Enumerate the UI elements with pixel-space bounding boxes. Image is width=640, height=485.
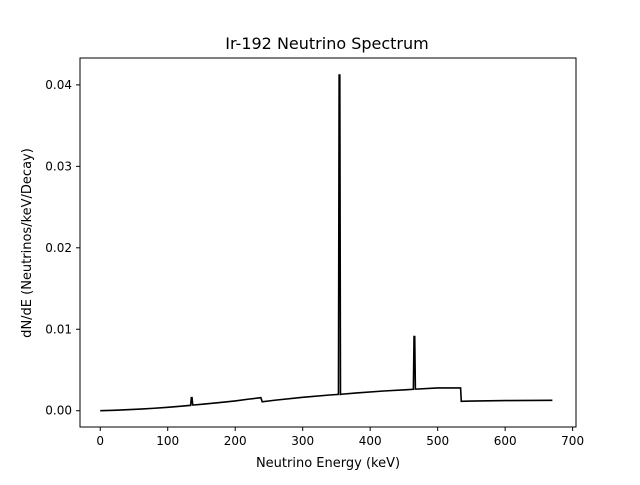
y-tick-label: 0.04 <box>45 78 72 92</box>
x-tick-label: 100 <box>156 434 179 448</box>
y-axis-ticks: 0.00 0.01 0.02 0.03 0.04 <box>45 78 80 418</box>
y-tick-label: 0.02 <box>45 241 72 255</box>
x-tick-label: 500 <box>426 434 449 448</box>
x-tick-label: 700 <box>561 434 584 448</box>
y-tick-label: 0.00 <box>45 404 72 418</box>
plot-area <box>79 57 577 428</box>
x-tick-label: 200 <box>224 434 247 448</box>
y-tick-label: 0.03 <box>45 159 72 173</box>
plot-frame <box>79 57 577 428</box>
chart-title: Ir-192 Neutrino Spectrum <box>225 34 428 53</box>
x-tick-label: 0 <box>96 434 104 448</box>
series-line <box>100 74 553 412</box>
x-tick-label: 400 <box>359 434 382 448</box>
y-tick-label: 0.01 <box>45 322 72 336</box>
y-axis-label: dN/dE (Neutrinos/keV/Decay) <box>20 148 35 338</box>
x-tick-label: 600 <box>494 434 517 448</box>
x-axis-label: Neutrino Energy (keV) <box>256 456 400 471</box>
x-tick-label: 300 <box>291 434 314 448</box>
x-axis-ticks: 0 100 200 300 400 500 600 700 <box>96 427 584 448</box>
